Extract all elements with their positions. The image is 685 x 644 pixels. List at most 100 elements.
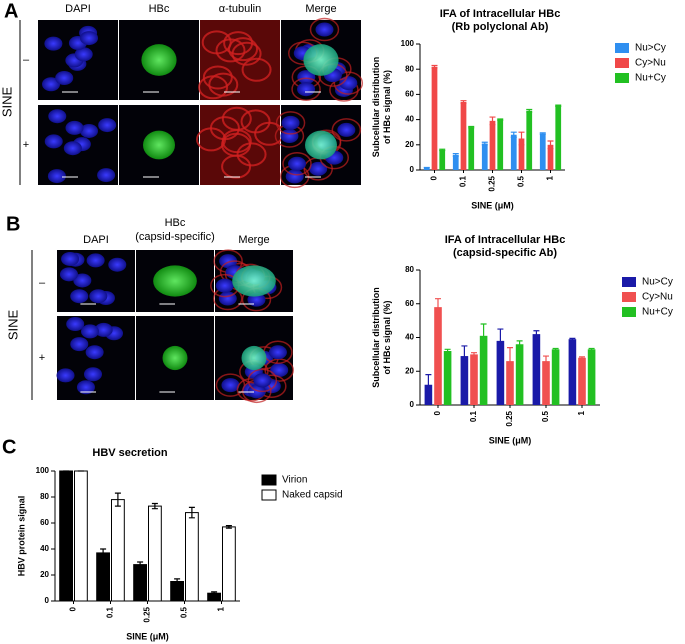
error-bar [225, 525, 232, 529]
error-bar [480, 323, 487, 349]
cell [291, 77, 321, 101]
hbc-signal [305, 130, 337, 160]
bar [506, 361, 514, 405]
error-bar [211, 591, 218, 596]
x-tick-label: 0.5 [541, 410, 550, 422]
hbc-signal [143, 130, 175, 160]
bar [496, 340, 505, 405]
nucleus [281, 115, 300, 130]
legend-swatch [261, 489, 277, 501]
bar [460, 101, 467, 170]
column-header: α-tubulin [219, 3, 261, 15]
nucleus [280, 129, 299, 144]
error-bar [539, 132, 546, 135]
y-tick-label: 80 [405, 265, 414, 274]
nucleus [288, 156, 307, 171]
micrograph [136, 250, 214, 312]
micrograph [119, 105, 199, 185]
error-bar [460, 100, 467, 104]
error-bar [516, 340, 523, 349]
cell [202, 65, 233, 90]
error-bar [461, 345, 468, 367]
nucleus [42, 77, 61, 92]
error-bar [552, 347, 559, 351]
cell [331, 118, 362, 142]
legend-label: Cy>Nu [642, 292, 673, 303]
nucleus [56, 368, 75, 383]
hbc-signal [241, 345, 267, 371]
x-axis-label: SINE (μM) [126, 631, 169, 641]
y-tick-label: 100 [401, 39, 415, 48]
y-axis-label: Subcellular distribution [371, 287, 381, 388]
error-bar [510, 131, 517, 138]
row-label: + [23, 139, 29, 151]
x-tick-label: 0.25 [143, 606, 152, 622]
x-tick-label: 0.25 [505, 410, 514, 426]
nucleus [108, 257, 127, 272]
legend-label: Nu+Cy [635, 73, 666, 84]
x-tick-label: 0.5 [180, 606, 189, 618]
y-tick-label: 80 [405, 64, 414, 73]
y-axis-label: Subcellular distribution [371, 57, 381, 158]
bar [489, 120, 496, 170]
cell [208, 72, 239, 97]
x-tick-label: 0.1 [459, 175, 468, 187]
micrograph [38, 20, 118, 100]
y-tick-label: 20 [405, 366, 414, 375]
cell [247, 368, 278, 393]
error-bar [439, 148, 446, 152]
error-bar [151, 502, 158, 510]
row-label: – [23, 54, 30, 66]
cell [221, 154, 252, 179]
error-bar [452, 153, 459, 157]
cell [309, 17, 340, 42]
bar [460, 356, 469, 405]
column-header: Merge [305, 3, 336, 15]
y-tick-label: 0 [45, 596, 50, 605]
error-bar [435, 298, 441, 317]
y-tick-label: 40 [405, 115, 414, 124]
bar [470, 354, 478, 405]
x-tick-label: 1 [546, 175, 555, 180]
nucleus [337, 122, 356, 137]
micrograph [57, 250, 135, 312]
legend-swatch [615, 73, 629, 83]
nucleus [70, 337, 89, 352]
micrograph [274, 105, 362, 189]
x-tick-label: 0 [433, 410, 442, 415]
bar [148, 505, 162, 602]
legend-label: Virion [282, 475, 307, 486]
legend-label: Naked capsid [282, 490, 343, 501]
bar [133, 564, 147, 602]
bar [587, 349, 596, 405]
error-bar [547, 140, 554, 150]
bar [510, 134, 517, 170]
nucleus [81, 324, 100, 339]
column-header: DAPI [65, 3, 91, 15]
error-bar [507, 347, 513, 376]
error-bar [579, 356, 585, 360]
bar [497, 119, 504, 170]
x-axis-label: SINE (μM) [489, 435, 532, 445]
y-axis-label: HBV protein signal [16, 496, 26, 577]
bar [518, 138, 525, 170]
error-bar [481, 141, 488, 146]
y-tick-label: 0 [410, 400, 415, 409]
hbc-signal [303, 44, 339, 76]
error-bar [188, 506, 195, 519]
nucleus [94, 322, 113, 337]
error-bar [497, 118, 504, 121]
legend-label: Cy>Nu [635, 58, 666, 69]
nucleus [285, 169, 304, 184]
cell [231, 41, 262, 66]
y-tick-label: 20 [405, 140, 414, 149]
legend-swatch [622, 277, 636, 287]
panel-label: A [4, 0, 18, 22]
nucleus [86, 253, 105, 268]
micrograph [136, 316, 214, 400]
error-bar [174, 578, 181, 585]
bar [96, 552, 110, 602]
error-bar [533, 330, 540, 339]
bar [443, 351, 452, 405]
